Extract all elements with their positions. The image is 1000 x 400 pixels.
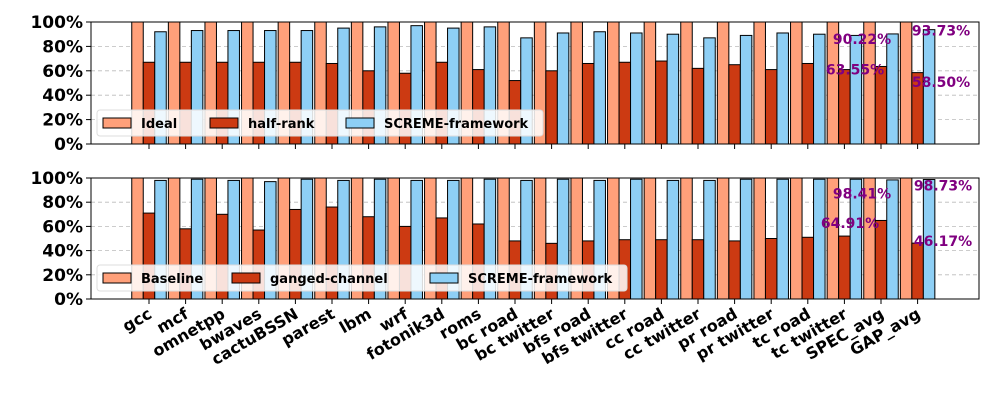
y-tick-label: 60% [42,62,83,82]
bar-ganged-channel [764,238,778,300]
bar-screme-framework [739,178,753,300]
bar-ideal [643,21,657,145]
bar-screme-framework [666,179,680,300]
y-tick-label: 40% [42,86,83,106]
y-tick-label: 80% [42,37,83,57]
y-tick-label: 80% [42,193,83,213]
legend-label: Ideal [141,117,177,132]
bar-ideal [716,21,730,145]
bar-ganged-channel [655,239,668,300]
bar-half-rank [838,69,851,145]
legend-swatch [345,117,375,129]
y-tick-label: 20% [42,111,83,131]
panel-1: 0% 20% 40% 60% 80% 100% 90.22% 63.55% 93.73% 58.5… [30,13,980,155]
x-tick-label: lbm [336,304,375,337]
annotation-label: 63.55% [826,63,884,79]
legend-label: ganged-channel [270,272,388,287]
bar-ideal [570,21,583,145]
bar-ganged-channel [838,235,851,300]
legend: Baseline ganged-channel SCREME-framework [96,264,628,292]
legend-swatch [429,272,459,284]
legend-swatch [209,117,239,129]
bar-half-rank [801,62,815,145]
bar-ganged-channel [728,240,741,300]
bar-baseline [643,177,657,300]
bar-screme-framework [630,178,643,300]
legend-label: Baseline [141,272,203,287]
bar-screme-framework [813,178,826,300]
annotation-label: 93.73% [912,24,970,40]
legend-label: SCREME-framework [468,272,613,287]
bar-ganged-channel [691,239,705,300]
bar-baseline [680,177,693,300]
bar-half-rank [618,61,632,145]
bar-half-rank [581,62,595,145]
annotation-label: 46.17% [914,234,972,250]
bar-screme-framework [776,178,789,300]
bar-screme-framework [703,37,716,145]
annotation-label: 64.91% [821,216,879,232]
bar-screme-framework [593,31,606,145]
bar-ideal [753,21,766,145]
legend-label: SCREME-framework [384,117,529,132]
bar-ganged-channel [801,236,815,300]
annotation-label: 58.50% [912,75,970,91]
y-tick-label: 40% [42,242,83,262]
bar-baseline [790,177,803,300]
bar-screme-framework [666,33,680,145]
bar-screme-framework [849,34,863,145]
legend-swatch [102,117,132,129]
plot-frame [90,177,980,300]
legend-swatch [102,272,132,284]
bar-ideal [680,21,693,145]
plot-frame [90,21,980,145]
annotation-label: 98.41% [833,187,891,203]
y-tick-label: 100% [30,169,83,189]
bar-screme-framework [776,32,789,145]
annotation-label: 98.73% [914,178,972,194]
bar-half-rank [764,69,778,145]
legend-box [96,109,544,137]
bar-baseline [716,177,730,300]
bar-half-rank [691,67,705,145]
legend-box [96,264,628,292]
bar-screme-framework [630,32,643,145]
bar-ganged-channel [874,219,888,300]
y-tick-label: 0% [54,290,83,310]
bar-screme-framework [556,32,570,145]
bar-screme-framework [813,33,826,145]
bar-ideal [607,21,620,145]
y-tick-label: 60% [42,217,83,237]
bar-ganged-channel [911,242,924,300]
bar-ideal [899,21,913,145]
panel-2: 0% 20% 40% 60% 80% 100% 98.41% 64.91% 98.73% 46.1… [30,169,980,310]
bar-baseline [899,177,913,300]
bar-half-rank [728,64,741,145]
y-tick-label: 100% [30,13,83,33]
bar-half-rank [655,60,668,145]
legend: Ideal half-rank SCREME-framework [96,109,544,137]
bar-screme-framework [886,33,899,145]
bar-ideal [790,21,803,145]
y-tick-label: 0% [54,135,83,155]
legend-label: half-rank [248,117,315,132]
annotation-label: 90.22% [833,32,891,48]
legend-swatch [231,272,261,284]
bar-half-rank [545,70,558,145]
y-tick-label: 20% [42,266,83,286]
bar-screme-framework [703,179,716,300]
bar-baseline [753,177,766,300]
x-tick-label: gcc [119,304,155,336]
bar-screme-framework [739,34,753,145]
